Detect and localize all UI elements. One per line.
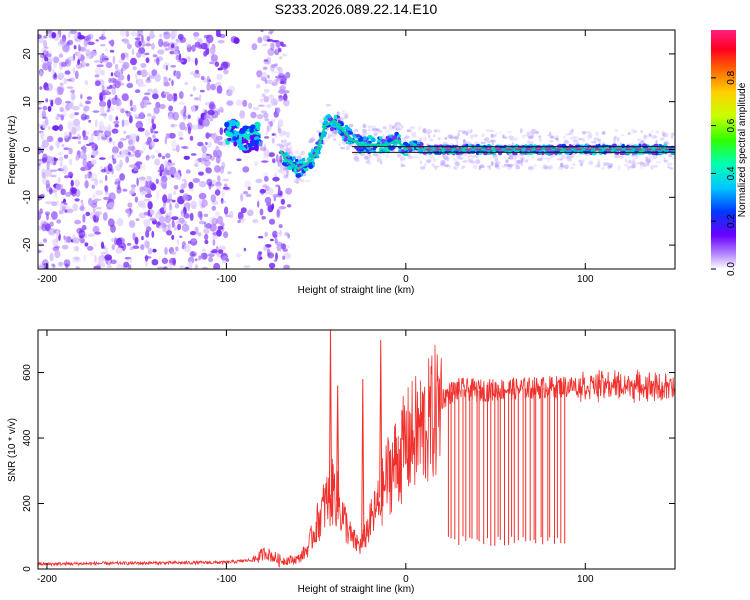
spectrogram-y-ticks: -20 -10 0 10 20 (22, 48, 675, 252)
snr-y-ticks: 0 200 400 600 (22, 364, 675, 572)
y-tick-label: 200 (22, 495, 33, 512)
x-tick-label: -100 (216, 574, 236, 585)
colorbar-tick-label: 0.8 (726, 70, 737, 84)
chart-title: S233.2026.089.22.14.E10 (275, 1, 438, 17)
spectrogram-x-label: Height of straight line (km) (298, 285, 415, 296)
x-tick-label: -200 (37, 274, 57, 285)
snr-marks (38, 330, 675, 568)
colorbar-label: Normalized spectral amplitude (737, 82, 748, 217)
x-tick-label: 0 (403, 574, 409, 585)
colorbar-gradient (711, 30, 736, 269)
y-tick-label: 0 (22, 146, 33, 152)
x-tick-label: 100 (577, 574, 594, 585)
snr-y-label: SNR (10 * v/v) (7, 418, 18, 482)
colorbar-tick-label: 0.0 (726, 262, 737, 276)
x-tick-label: 0 (403, 274, 409, 285)
spectrogram-x-ticks: -200 -100 0 100 (37, 30, 594, 285)
y-tick-label: -10 (22, 190, 33, 205)
snr-x-label: Height of straight line (km) (298, 584, 415, 595)
colorbar-tick-label: 0.4 (726, 166, 737, 180)
snr-frame (37, 329, 676, 570)
colorbar-tick-label: 0.6 (726, 118, 737, 132)
y-tick-label: -20 (22, 237, 33, 252)
y-tick-label: 0 (22, 566, 33, 572)
x-tick-label: 100 (577, 274, 594, 285)
snr-panel: -200 -100 0 100 0 200 400 600 Height of straig… (7, 329, 676, 595)
spectrogram-y-label: Frequency (Hz) (7, 116, 18, 185)
x-tick-label: -200 (37, 574, 57, 585)
y-tick-label: 10 (22, 96, 33, 108)
colorbar-ticks: 0.0 0.2 0.4 0.6 0.8 (711, 70, 737, 276)
x-tick-label: -100 (216, 274, 236, 285)
spectrogram-marks (38, 30, 675, 269)
y-tick-label: 400 (22, 429, 33, 446)
colorbar-tick-label: 0.2 (726, 214, 737, 228)
colorbar: 0.0 0.2 0.4 0.6 0.8 Normalized spectral ampl… (711, 30, 748, 276)
y-tick-label: 600 (22, 364, 33, 381)
y-tick-label: 20 (22, 48, 33, 60)
snr-x-ticks: -200 -100 0 100 (37, 330, 594, 585)
